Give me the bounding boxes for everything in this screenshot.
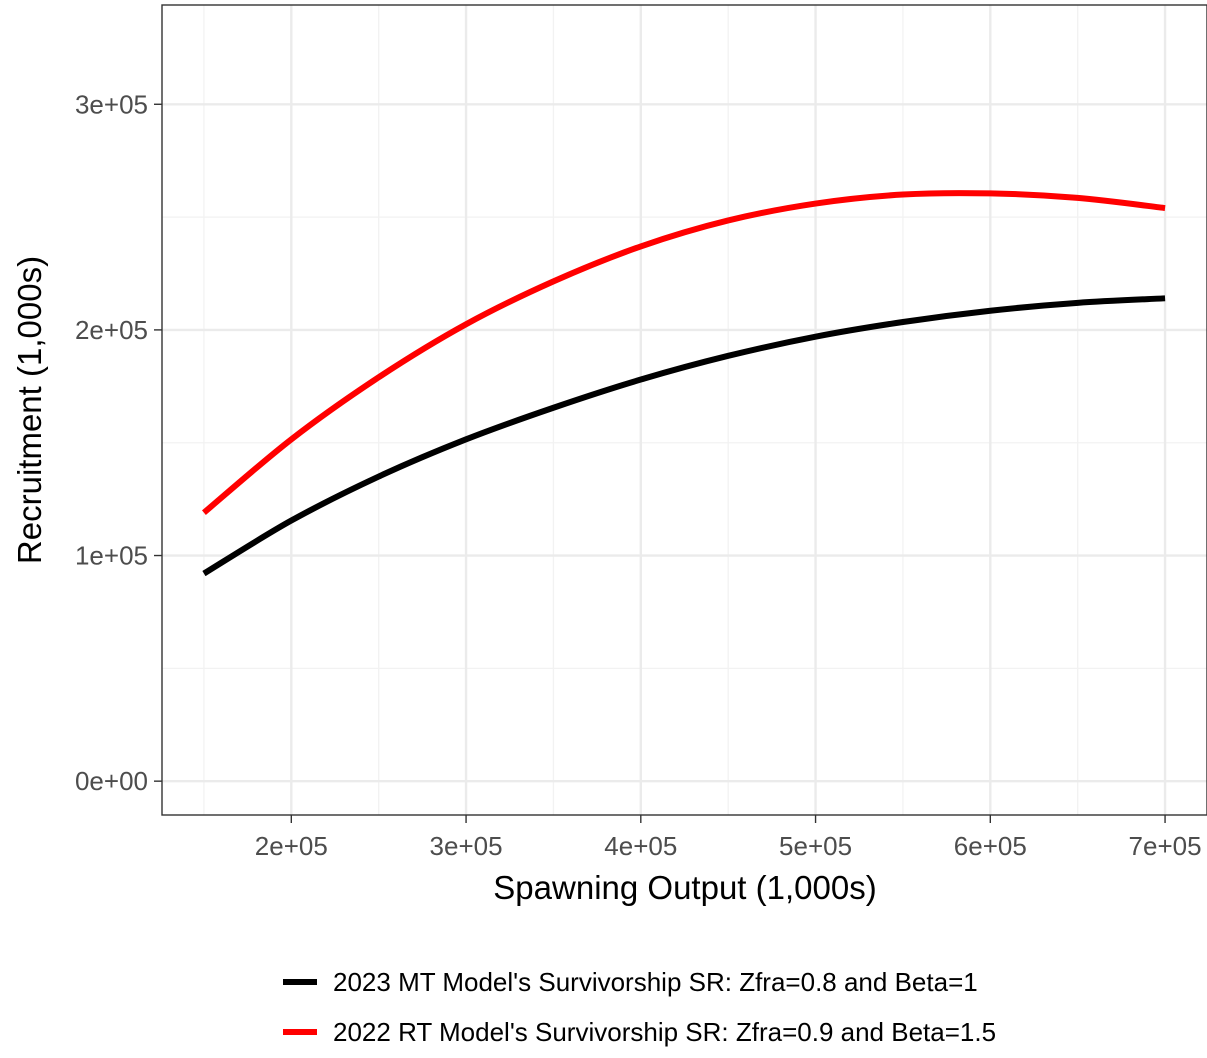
- y-axis: 0e+00 1e+05 2e+05 3e+05: [75, 89, 162, 796]
- x-tick-label: 6e+05: [954, 831, 1027, 861]
- x-tick-label: 4e+05: [604, 831, 677, 861]
- legend: 2023 MT Model's Survivorship SR: Zfra=0.…: [283, 967, 996, 1047]
- x-tick-label: 2e+05: [255, 831, 328, 861]
- major-gridlines: [162, 5, 1207, 815]
- series-lines: [202, 190, 1166, 577]
- y-tick-label: 3e+05: [75, 89, 148, 119]
- x-axis: 2e+05 3e+05 4e+05 5e+05 6e+05 7e+05: [255, 815, 1202, 861]
- legend-label-2: 2022 RT Model's Survivorship SR: Zfra=0.…: [333, 1017, 996, 1047]
- y-axis-label: Recruitment (1,000s): [11, 256, 48, 564]
- legend-label-1: 2023 MT Model's Survivorship SR: Zfra=0.…: [333, 967, 978, 997]
- x-axis-label: Spawning Output (1,000s): [493, 869, 876, 906]
- x-tick-label: 5e+05: [779, 831, 852, 861]
- series-line-1: [202, 295, 1166, 577]
- y-tick-label: 1e+05: [75, 541, 148, 571]
- x-tick-label: 7e+05: [1129, 831, 1202, 861]
- series-line-2: [202, 190, 1166, 515]
- y-tick-label: 0e+00: [75, 766, 148, 796]
- y-tick-label: 2e+05: [75, 315, 148, 345]
- x-tick-label: 3e+05: [430, 831, 503, 861]
- plot-panel-border: [161, 4, 1207, 816]
